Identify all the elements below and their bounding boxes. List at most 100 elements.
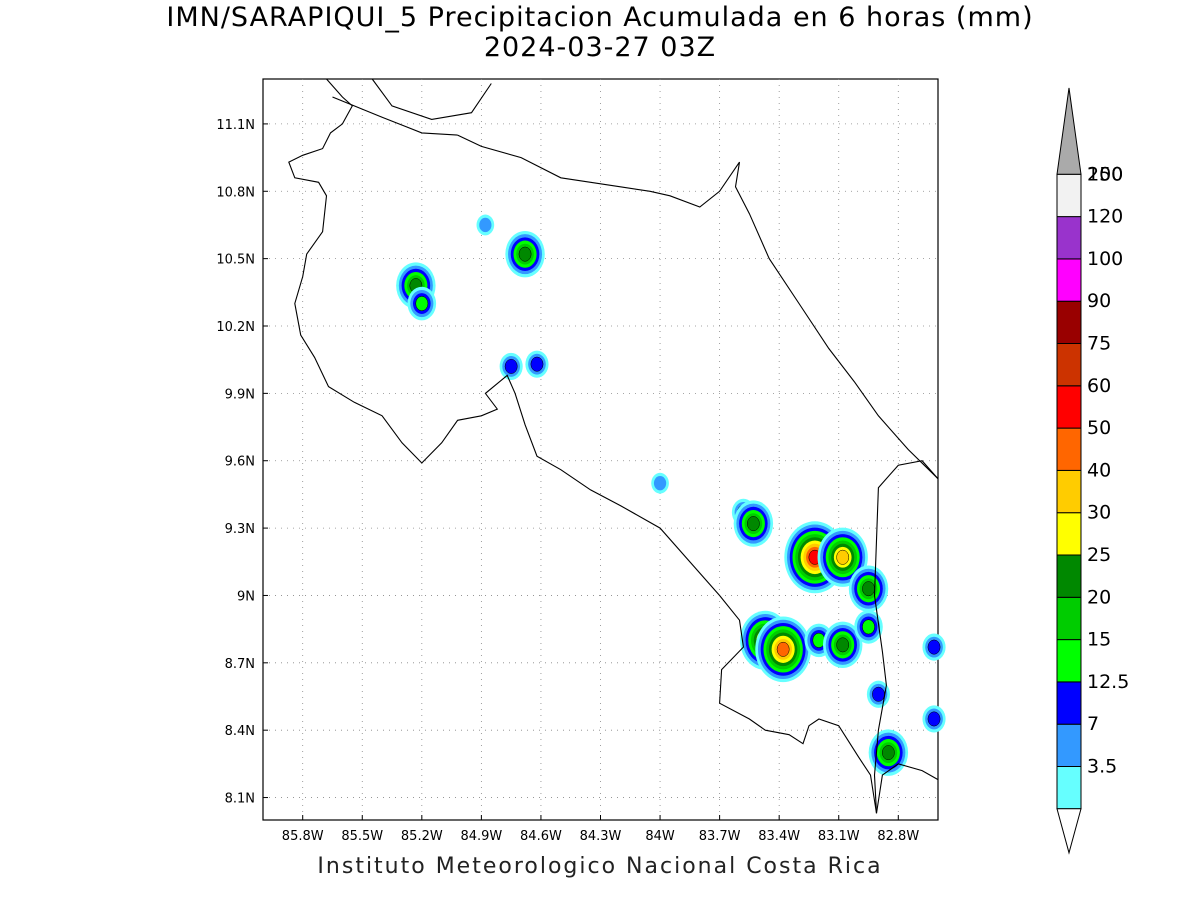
colorbar-swatch (1056, 639, 1082, 683)
colorbar-label: 50 (1087, 417, 1111, 439)
colorbar-swatch (1056, 723, 1082, 768)
colorbar-swatch (1056, 427, 1082, 471)
colorbar-label: 30 (1087, 502, 1111, 524)
precip-cell (848, 565, 889, 612)
precip-cell (476, 214, 495, 236)
pacific-coastline (288, 78, 939, 814)
lat-tick-label: 10.5N (216, 253, 255, 268)
caribbean-coastline (457, 134, 939, 480)
lon-tick-label: 84.9W (460, 829, 502, 844)
map-border (262, 78, 939, 821)
colorbar-swatch (1056, 258, 1082, 302)
lake-shoreline (371, 78, 492, 120)
colorbar-label: 150 (1087, 163, 1123, 185)
lat-tick-label: 9.9N (225, 387, 255, 402)
precip-contour (776, 641, 790, 657)
lon-tick-label: 82.8W (877, 829, 919, 844)
lon-tick-label: 83.1W (818, 829, 860, 844)
precip-contour (881, 745, 895, 761)
colorbar-label: 60 (1087, 375, 1111, 397)
lat-tick-label: 9N (237, 589, 255, 604)
lat-tick-label: 10.8N (216, 185, 255, 200)
panama-border (873, 460, 939, 814)
precip-contour (746, 516, 760, 532)
colorbar-label: 12.5 (1087, 671, 1129, 693)
precip-contour (415, 296, 429, 311)
lat-tick-label: 11.1N (216, 118, 255, 133)
colorbar-label: 90 (1087, 290, 1111, 312)
precip-cell (822, 621, 863, 669)
precip-contour (518, 246, 532, 262)
colorbar-label: 120 (1087, 206, 1123, 228)
axis-ticks: 85.8W 85.5W 85.2W 84.9W 84.6W 84.3W 84W 83.7W 83… (216, 118, 919, 844)
precip-cell (854, 610, 883, 644)
nicaragua-border (332, 96, 458, 136)
precipitation-field (396, 214, 946, 776)
precip-cell (505, 230, 545, 278)
precip-contour (530, 356, 544, 372)
lon-tick-label: 85.8W (282, 829, 324, 844)
precip-contour (653, 475, 667, 491)
precip-cell (922, 633, 946, 661)
colorbar-swatch (1056, 512, 1082, 556)
colorbar-label: 100 (1087, 248, 1123, 270)
colorbar-swatch (1056, 300, 1082, 345)
precip-cell (733, 500, 774, 547)
colorbar-label: 75 (1087, 333, 1111, 355)
precip-cell (755, 616, 812, 683)
precip-contour (927, 639, 941, 655)
precip-cell (866, 680, 891, 708)
coastline (288, 78, 939, 814)
colorbar-label: 200 (1087, 163, 1123, 185)
lon-tick-label: 84.6W (520, 829, 562, 844)
lat-tick-label: 8.1N (225, 792, 255, 807)
lat-tick-label: 9.3N (225, 522, 255, 537)
colorbar-swatch (1056, 554, 1082, 598)
colorbar-label: 20 (1087, 586, 1111, 608)
precip-contour (836, 637, 850, 653)
lat-tick-label: 8.7N (225, 657, 255, 672)
colorbar-swatch (1056, 87, 1082, 175)
colorbar-swatch (1056, 596, 1082, 641)
lon-tick-label: 84W (645, 829, 675, 844)
precip-contour (862, 619, 875, 635)
colorbar-swatch (1056, 385, 1082, 429)
colorbar-swatch (1056, 469, 1082, 514)
lat-tick-label: 8.4N (225, 724, 255, 739)
credit-text: Instituto Meteorologico Nacional Costa R… (317, 854, 883, 879)
colorbar-label: 40 (1087, 459, 1111, 481)
precip-cell (499, 352, 523, 381)
colorbar-swatch (1056, 766, 1082, 810)
lon-tick-label: 85.2W (401, 829, 443, 844)
precip-cell (525, 350, 549, 378)
colorbar-label: 25 (1087, 544, 1111, 566)
colorbar-swatch (1056, 343, 1082, 387)
colorbar-label: 3.5 (1087, 756, 1117, 778)
colorbar-end-triangle (1056, 808, 1082, 855)
precip-contour (504, 358, 518, 374)
precip-contour (479, 217, 492, 233)
precip-contour (836, 549, 850, 565)
colorbar-label: 7 (1087, 713, 1099, 735)
lon-tick-label: 83.7W (699, 829, 741, 844)
lat-tick-label: 9.6N (225, 455, 255, 470)
precip-cell (651, 472, 669, 494)
lon-tick-label: 84.3W (580, 829, 622, 844)
colorbar-swatch (1056, 173, 1082, 218)
map-title: IMN/SARAPIQUI_5 Precipitacion Acumulada … (166, 2, 1034, 33)
lat-tick-label: 10.2N (216, 320, 255, 335)
lon-tick-label: 85.5W (341, 829, 383, 844)
colorbar-swatch (1056, 216, 1082, 260)
precip-cell (407, 286, 437, 321)
precip-contour (872, 686, 885, 702)
precip-contour (927, 711, 941, 727)
lon-tick-label: 83.4W (758, 829, 800, 844)
colorbar-label: 15 (1087, 629, 1111, 651)
precip-contour (862, 581, 875, 597)
colorbar-swatch (1056, 681, 1082, 725)
map-frame (262, 78, 939, 821)
map-date: 2024-03-27 03Z (483, 32, 717, 63)
precip-cell (922, 705, 946, 733)
